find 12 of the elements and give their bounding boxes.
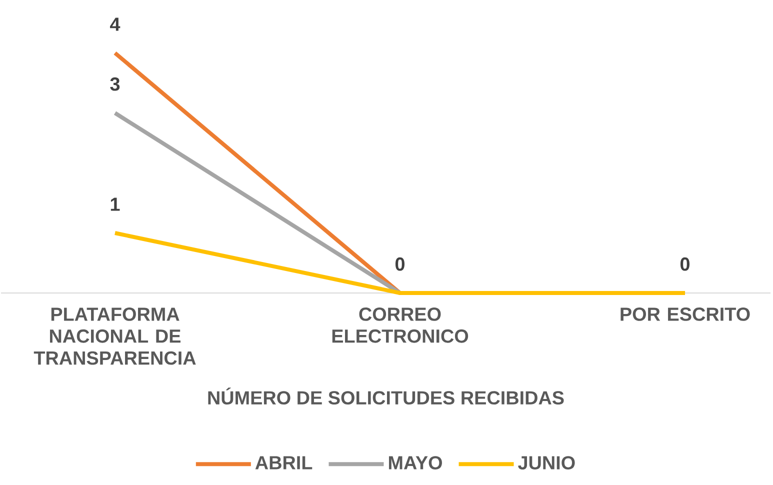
data-label: 0 [395,257,404,271]
legend-label: ABRIL [255,456,312,470]
legend-label: JUNIO [518,456,575,470]
x-tick-label: CORREO ELECTRONICO [332,308,468,343]
x-tick-label: PLATAFORMA NACIONAL DE TRANSPARENCIA [34,308,196,365]
data-label: 4 [110,18,120,31]
x-axis-title: NÚMERO DE SOLICITUDES RECIBIDAS [208,388,564,405]
data-label: 1 [110,198,120,211]
data-label: 0 [680,257,690,271]
x-tick-label: POR ESCRITO [620,308,750,321]
data-label: 3 [110,77,120,91]
legend-label: MAYO [388,456,442,470]
